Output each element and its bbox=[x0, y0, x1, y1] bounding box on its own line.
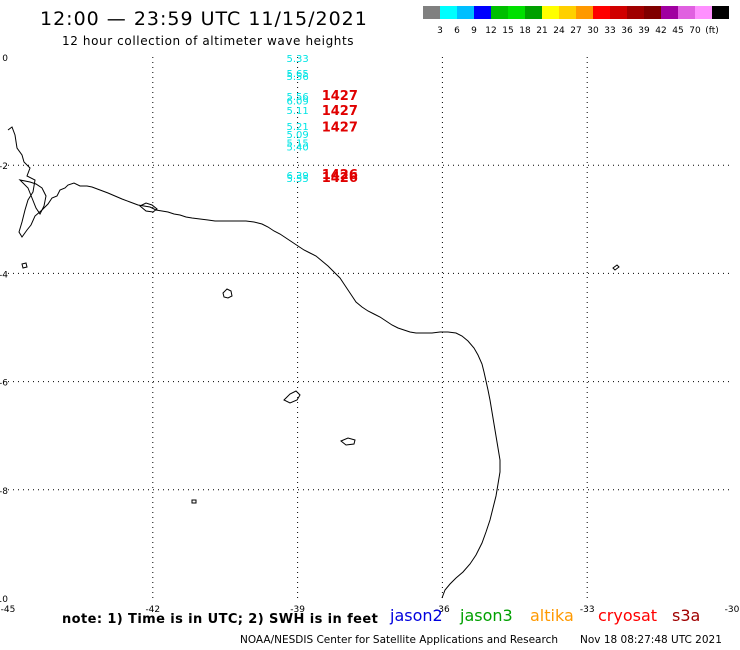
color-scale-swatch bbox=[559, 6, 576, 19]
wave-height-observation: 5.56 bbox=[286, 72, 308, 83]
wave-height-observation: 5.56 bbox=[286, 92, 308, 103]
wave-height-observation: 5.33 bbox=[286, 54, 308, 65]
note-text: note: 1) Time is in UTC; 2) SWH is in fe… bbox=[62, 612, 379, 627]
color-scale-swatch bbox=[542, 6, 559, 19]
color-scale-label: 9 bbox=[471, 26, 477, 36]
color-scale-label: 36 bbox=[621, 26, 633, 36]
wave-height-observation: 5.21 bbox=[286, 122, 308, 133]
color-scale-label: 12 bbox=[485, 26, 497, 36]
color-scale-label: 42 bbox=[655, 26, 667, 36]
island-tiny-south bbox=[191, 499, 197, 504]
observation-time-label: 1427 bbox=[322, 104, 358, 119]
credit-text: NOAA/NESDIS Center for Satellite Applica… bbox=[240, 634, 558, 646]
island-central bbox=[283, 390, 301, 404]
color-scale-swatch bbox=[695, 6, 712, 19]
color-scale-label: 15 bbox=[502, 26, 514, 36]
latitude-tick-label: -4 bbox=[0, 270, 8, 280]
color-scale-label: 6 bbox=[454, 26, 460, 36]
latitude-tick-label: 0 bbox=[2, 54, 8, 64]
observation-time-label: 1427 bbox=[322, 89, 358, 104]
color-scale-swatch bbox=[610, 6, 627, 19]
longitude-tick-label: -39 bbox=[290, 605, 305, 615]
observation-time-label: 1426 bbox=[322, 168, 358, 183]
color-scale-label: 21 bbox=[536, 26, 548, 36]
wave-height-observation: 6.09 bbox=[286, 96, 308, 107]
color-scale-label: 24 bbox=[553, 26, 565, 36]
island-tiny-east bbox=[612, 264, 620, 271]
color-scale-swatch bbox=[508, 6, 525, 19]
longitude-tick-label: -42 bbox=[145, 605, 160, 615]
map-subtitle: 12 hour collection of altimeter wave hei… bbox=[62, 34, 355, 48]
satellite-legend-item: jason3 bbox=[460, 606, 513, 625]
color-scale-label: 45 bbox=[672, 26, 684, 36]
satellite-legend-item: cryosat bbox=[598, 606, 658, 625]
observation-time-label: 1426 bbox=[322, 171, 358, 186]
color-scale-label: (ft) bbox=[705, 26, 719, 36]
longitude-tick-label: -45 bbox=[1, 605, 16, 615]
latitude-tick-label: -8 bbox=[0, 487, 8, 497]
color-scale-label: 39 bbox=[638, 26, 650, 36]
wave-height-observation: 5.40 bbox=[286, 142, 308, 153]
color-scale-swatch bbox=[457, 6, 474, 19]
color-scale-swatch bbox=[661, 6, 678, 19]
satellite-legend-item: altika bbox=[530, 606, 574, 625]
color-scale-swatch bbox=[644, 6, 661, 19]
coastline-mainland bbox=[7, 126, 501, 599]
island-gulf bbox=[139, 202, 158, 213]
color-scale-label: 33 bbox=[604, 26, 616, 36]
longitude-tick-label: -33 bbox=[580, 605, 595, 615]
latitude-tick-label: -10 bbox=[0, 595, 8, 605]
wave-height-observation: 6.39 bbox=[286, 171, 308, 182]
island-west-small bbox=[21, 262, 28, 269]
color-scale-swatch bbox=[474, 6, 491, 19]
color-scale-swatch bbox=[627, 6, 644, 19]
color-scale-swatch bbox=[491, 6, 508, 19]
island-east-central bbox=[340, 437, 356, 446]
color-scale-label: 18 bbox=[519, 26, 531, 36]
map-title: 12:00 — 23:59 UTC 11/15/2021 bbox=[40, 8, 368, 30]
wave-height-observation: 5.55 bbox=[286, 174, 308, 185]
wave-height-observation: 5.15 bbox=[286, 138, 308, 149]
color-scale-swatch bbox=[678, 6, 695, 19]
coastline-west-inlet bbox=[18, 179, 47, 215]
color-scale-swatch bbox=[712, 6, 729, 19]
longitude-tick-label: -36 bbox=[435, 605, 450, 615]
color-scale-swatch bbox=[593, 6, 610, 19]
observation-time-label: 1427 bbox=[322, 120, 358, 135]
latitude-tick-label: -2 bbox=[0, 162, 8, 172]
satellite-legend-item: s3a bbox=[672, 606, 701, 625]
color-scale-label: 70 bbox=[689, 26, 701, 36]
color-scale-label: 30 bbox=[587, 26, 599, 36]
island-small-north bbox=[222, 288, 233, 299]
latitude-tick-label: -6 bbox=[0, 379, 8, 389]
satellite-legend-item: jason2 bbox=[390, 606, 443, 625]
color-scale-swatch bbox=[440, 6, 457, 19]
wave-height-observation: 5.65 bbox=[286, 69, 308, 80]
generated-timestamp: Nov 18 08:27:48 UTC 2021 bbox=[580, 634, 722, 646]
color-scale-swatch bbox=[576, 6, 593, 19]
color-scale-swatch bbox=[423, 6, 440, 19]
color-scale-label: 27 bbox=[570, 26, 582, 36]
color-scale-label: 3 bbox=[437, 26, 443, 36]
map-frame bbox=[7, 56, 733, 599]
wave-height-observation: 5.11 bbox=[286, 106, 308, 117]
color-scale-swatch bbox=[525, 6, 542, 19]
wave-height-observation: 5.09 bbox=[286, 130, 308, 141]
longitude-tick-label: -30 bbox=[725, 605, 740, 615]
